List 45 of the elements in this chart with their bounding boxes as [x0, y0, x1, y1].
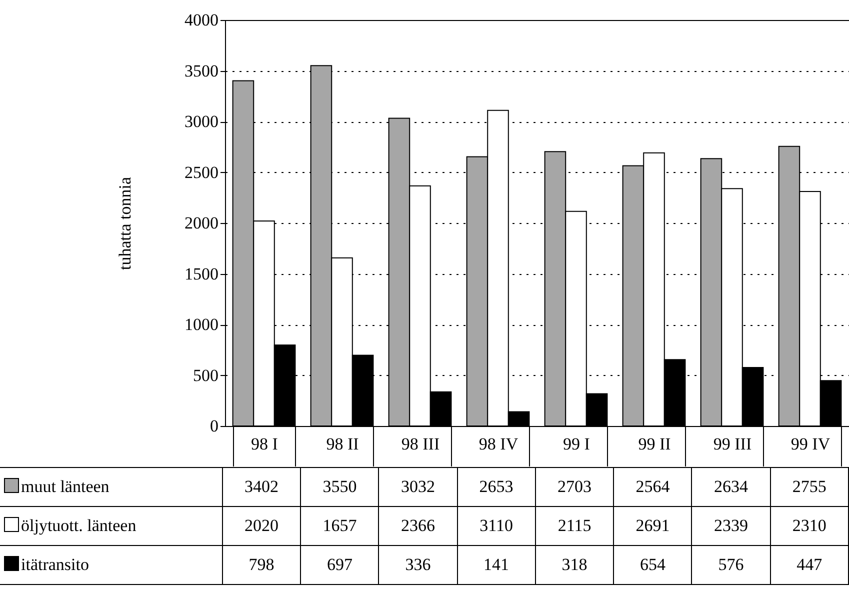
data-label: 2755: [770, 468, 848, 506]
y-tick-label: 2000: [184, 214, 218, 232]
y-tick-label: 1000: [184, 315, 218, 334]
x-tick-label: 98 I: [251, 434, 278, 454]
data-label: 2020: [222, 506, 301, 546]
data-label: 3110: [457, 506, 536, 546]
y-tick-label: 3500: [184, 61, 218, 80]
x-tick-label: 99 III: [713, 434, 752, 454]
x-tick-label: 99 II: [638, 434, 672, 454]
data-label: 318: [535, 546, 614, 584]
data-label: 2634: [692, 468, 770, 506]
data-label: 1657: [300, 506, 379, 546]
data-label: 576: [692, 546, 770, 584]
data-label: 798: [222, 546, 301, 584]
y-tick-label: 2500: [184, 162, 218, 182]
legend-label: muut länteen: [0, 468, 222, 506]
data-label: 447: [770, 546, 848, 584]
data-label: 141: [457, 546, 536, 584]
y-tick-label: 4000: [184, 10, 218, 30]
legend-label: itätransito: [0, 546, 222, 584]
data-label: 3032: [378, 468, 458, 506]
y-tick-label: 500: [193, 366, 218, 385]
data-label: 2366: [378, 506, 458, 546]
y-tick-label: 1500: [184, 264, 218, 284]
x-tick-label: 99 IV: [790, 434, 831, 454]
legend-label: öljytuott. länteen: [0, 506, 222, 546]
data-label: 2339: [692, 506, 770, 546]
x-tick-label: 98 II: [326, 434, 360, 454]
data-label: 336: [378, 546, 458, 584]
data-label: 2310: [770, 506, 848, 546]
x-tick-label: 98 IV: [478, 434, 519, 454]
data-label: 2653: [457, 468, 536, 506]
data-label: 3402: [222, 468, 301, 506]
x-tick-label: 98 III: [401, 434, 440, 454]
data-label: 697: [300, 546, 379, 584]
y-tick-label: 0: [210, 416, 218, 436]
data-label: 654: [614, 546, 692, 584]
data-label: 3550: [300, 468, 379, 506]
y-tick-label: 3000: [184, 112, 218, 131]
data-label: 2564: [614, 468, 692, 506]
data-label: 2703: [535, 468, 614, 506]
y-axis-title: tuhatta tonnia: [116, 176, 134, 270]
data-label: 2115: [535, 506, 614, 546]
data-label: 2691: [614, 506, 692, 546]
x-tick-label: 99 I: [563, 434, 590, 454]
